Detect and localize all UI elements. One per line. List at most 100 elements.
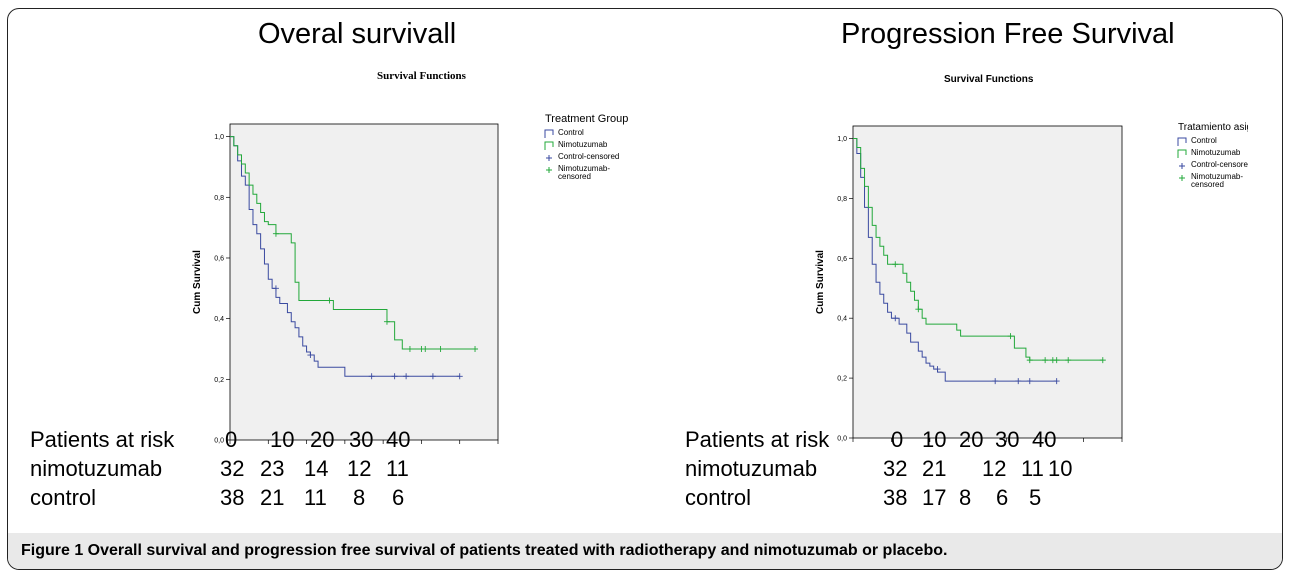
os-risk-value: 38 [220, 485, 245, 510]
legend-step-icon [544, 129, 554, 138]
censor-mark [307, 352, 314, 359]
censor-mark [1026, 378, 1033, 385]
censor-mark [406, 345, 413, 352]
pfs-risk-time: 10 [922, 427, 947, 452]
censor-mark [391, 373, 398, 380]
censor-mark [456, 373, 463, 380]
plot-area [852, 125, 1123, 439]
censor-mark [272, 285, 279, 292]
censor-mark [368, 373, 375, 380]
os-risk-header: Patients at risk [30, 427, 175, 452]
y-tick-label: 0,2 [837, 376, 847, 383]
pfs-risk-value: 21 [922, 456, 947, 481]
censor-mark [892, 315, 899, 322]
legend-label: Nimotuzumab [1191, 148, 1241, 157]
pfs-risk-value: 8 [959, 485, 972, 510]
censor-mark [429, 373, 436, 380]
legend-label: Nimotuzumab [558, 140, 608, 149]
os-risk-time: 40 [386, 427, 411, 452]
y-tick-label: 0,4 [214, 316, 224, 323]
legend-step-icon [1177, 137, 1187, 146]
legend-censor-icon [546, 167, 552, 173]
y-tick-label: 0,8 [214, 195, 224, 202]
y-tick-label: 1,0 [214, 134, 224, 141]
y-tick-label: 1,0 [837, 136, 847, 143]
legend-label: Control-censored [1191, 160, 1248, 169]
os-panel-title: Overal survivall [258, 18, 457, 50]
pfs-risk-time: 30 [995, 427, 1020, 452]
os-risk-value: 11 [304, 485, 327, 510]
legend-censor-icon [1179, 175, 1185, 181]
caption-bar: Figure 1 Overall survival and progressio… [8, 533, 1282, 569]
pfs-risk-header: Patients at risk [685, 427, 830, 452]
legend-censor-icon [546, 155, 552, 161]
pfs-risk-time: 40 [1032, 427, 1057, 452]
censor-mark [1099, 357, 1106, 364]
plot-area [229, 123, 499, 441]
legend-label: censored [558, 172, 591, 181]
legend-label: censored [1191, 180, 1224, 189]
os-risk-value: 11 [386, 456, 409, 481]
pfs-risk-value: 12 [982, 456, 1007, 481]
censor-mark [326, 297, 333, 304]
censor-mark [1053, 378, 1060, 385]
os-chart-title: Survival Functions [377, 70, 466, 82]
pfs-risk-value: 5 [1029, 485, 1042, 510]
censor-mark [472, 345, 479, 352]
os-risk-value: 21 [260, 485, 285, 510]
pfs-risk-value: 38 [883, 485, 908, 510]
pfs-risk-value: 11 [1021, 456, 1044, 481]
legend-label: Control [1191, 136, 1217, 145]
censor-mark [383, 318, 390, 325]
y-tick-label: 0,4 [837, 316, 847, 323]
censor-mark [422, 345, 429, 352]
os-risk-row-nimotuzumab-label: nimotuzumab [30, 456, 163, 481]
os-risk-value: 12 [347, 456, 372, 481]
os-risk-value: 32 [220, 456, 245, 481]
os-risk-time: 10 [270, 427, 295, 452]
legend-label: Control [558, 128, 584, 137]
censor-mark [1026, 357, 1033, 364]
censor-mark [1007, 333, 1014, 340]
pfs-chart: 0,00,20,40,60,81,00,0010,0020,0030,0040,… [815, 122, 1248, 443]
censor-mark [892, 261, 899, 268]
pfs-panel-title: Progression Free Survival [841, 18, 1175, 50]
legend-step-icon [544, 141, 554, 150]
pfs-risk-value: 17 [922, 485, 947, 510]
censor-mark [437, 345, 444, 352]
figure-caption: Figure 1 Overall survival and progressio… [21, 542, 948, 559]
pfs-risk-row-control-label: control [685, 485, 752, 510]
pfs-risk-time: 20 [959, 427, 984, 452]
legend-step-icon [1177, 149, 1187, 158]
censor-mark [403, 373, 410, 380]
pfs-risk-row-nimotuzumab-label: nimotuzumab [685, 456, 818, 481]
pfs-risk-time: 0 [891, 427, 904, 452]
legend-censor-icon [1179, 163, 1185, 169]
y-axis-label: Cum Survival [815, 250, 826, 314]
censor-mark [934, 366, 941, 373]
legend-title: Tratamiento asignado [1178, 122, 1248, 133]
censor-mark [1015, 378, 1022, 385]
pfs-risk-value: 6 [996, 485, 1009, 510]
os-chart: 0,00,20,40,60,81,00,0010,0020,0030,0040,… [192, 113, 628, 445]
os-risk-time: 20 [310, 427, 335, 452]
y-tick-label: 0,2 [214, 377, 224, 384]
y-tick-label: 0,0 [214, 438, 224, 445]
legend-label: Control-censored [558, 152, 619, 161]
survival-curve-nimotuzumab [853, 137, 1103, 361]
censor-mark [1042, 357, 1049, 364]
os-risk-row-control-label: control [30, 485, 97, 510]
legend-label: Nimotuzumab- [1191, 172, 1243, 181]
censor-mark [915, 306, 922, 313]
censor-mark [1053, 357, 1060, 364]
y-tick-label: 0,6 [837, 256, 847, 263]
survival-curve-nimotuzumab [230, 136, 476, 350]
censor-mark [992, 378, 999, 385]
os-risk-value: 6 [392, 485, 405, 510]
pfs-chart-title: Survival Functions [944, 74, 1034, 85]
legend-title: Treatment Group [545, 113, 628, 125]
os-risk-value: 8 [353, 485, 366, 510]
os-risk-value: 23 [260, 456, 285, 481]
y-axis-label: Cum Survival [192, 250, 203, 314]
os-risk-time: 0 [225, 427, 238, 452]
